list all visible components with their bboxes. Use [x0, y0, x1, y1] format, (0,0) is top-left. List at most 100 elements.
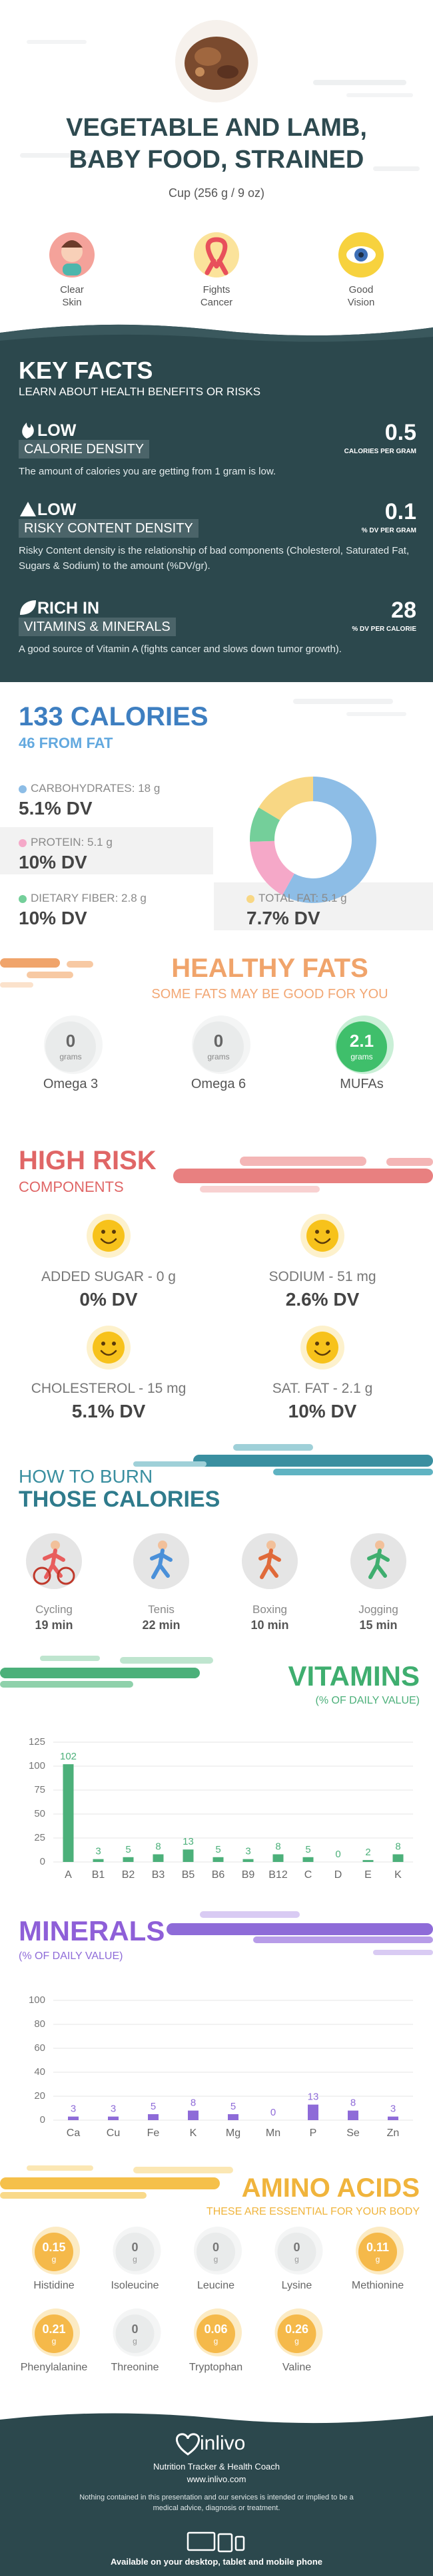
decor-bar — [293, 699, 393, 704]
chart-title: MINERALS — [19, 1915, 165, 1946]
food-image — [195, 67, 205, 77]
calories-title: 133 CALORIES — [19, 702, 209, 731]
amino-value: 0 — [131, 2241, 139, 2254]
bike-wheel — [33, 1566, 51, 1585]
donut-segment — [250, 840, 294, 896]
smiley-mouth — [314, 1350, 331, 1356]
x-tick-label: B9 — [242, 1869, 255, 1881]
benefit-label: Clear Skin — [60, 284, 84, 308]
bar — [362, 1860, 374, 1862]
section-title: HIGH RISK — [19, 1146, 157, 1175]
bar-value-label: 5 — [215, 1844, 220, 1855]
fact-label: RISKY CONTENT DENSITY — [19, 519, 199, 538]
y-tick-label: 80 — [34, 2018, 45, 2030]
x-tick-label: Mn — [266, 2127, 280, 2139]
decor-bar — [27, 972, 73, 978]
amino-circle — [358, 2233, 397, 2271]
activity-name: Tenis — [148, 1603, 175, 1616]
x-tick-label: E — [364, 1869, 372, 1881]
decor-bar — [40, 1656, 100, 1661]
bar — [272, 1854, 284, 1862]
activity-body — [43, 1549, 65, 1579]
decor-bar — [233, 1444, 313, 1451]
fact-level: LOW — [37, 421, 77, 440]
chart-title: VITAMINS — [288, 1660, 420, 1692]
benefit-icon — [205, 237, 228, 276]
amino-value: 0.15 — [42, 2241, 66, 2254]
fact-value: 0.1 — [384, 499, 416, 524]
smiley — [306, 1332, 338, 1364]
activity-body — [367, 1549, 390, 1579]
decor-bar — [0, 1681, 133, 1688]
fact-value: 28 — [391, 598, 416, 623]
y-tick-label: 40 — [34, 2066, 45, 2078]
decor-bar — [20, 153, 93, 158]
bar-value-label: 8 — [350, 2098, 356, 2109]
fat-unit: grams — [207, 1052, 230, 1061]
x-tick-label: Ca — [67, 2127, 81, 2139]
bar-value-label: 5 — [151, 2101, 156, 2112]
decor-bar — [273, 1469, 433, 1475]
activity-time: 22 min — [142, 1618, 181, 1632]
bar-value-label: 0 — [270, 2107, 276, 2118]
legend-label: TOTAL FAT: 5.1 g — [258, 892, 347, 904]
amino-circle — [35, 2233, 73, 2271]
y-tick-label: 0 — [40, 2114, 45, 2125]
bar-value-label: 8 — [191, 2098, 196, 2109]
device-icon — [234, 2535, 245, 2551]
smiley-eye — [112, 1230, 116, 1234]
amino-name: Phenylalanine — [20, 2362, 88, 2373]
donut-segment — [282, 777, 376, 903]
amino-unit: g — [294, 2336, 299, 2346]
y-tick-label: 50 — [34, 1808, 45, 1819]
bar-value-label: 0 — [335, 1849, 340, 1860]
fat-circle — [45, 1021, 96, 1072]
bar — [183, 1849, 194, 1862]
decor-bar — [0, 982, 33, 988]
calories-subtitle: 46 FROM FAT — [19, 735, 113, 751]
x-tick-label: B2 — [122, 1869, 135, 1881]
x-tick-label: Se — [346, 2127, 360, 2139]
smiley — [93, 1332, 125, 1364]
activity-name: Boxing — [252, 1603, 287, 1616]
bar — [68, 2116, 79, 2120]
legend-bg — [0, 827, 213, 874]
activity-body — [258, 1549, 281, 1579]
chart-subtitle: (% OF DAILY VALUE) — [315, 1695, 420, 1706]
activity-body — [150, 1549, 173, 1579]
smiley-mouth — [100, 1350, 117, 1356]
risk-label: SODIUM - 51 mg — [268, 1269, 376, 1284]
fact-value: 0.5 — [384, 420, 416, 445]
url: www.inlivo.com — [187, 2474, 246, 2484]
fact-icon — [22, 423, 34, 439]
fact-description: Risky Content density is the relationshi… — [19, 545, 410, 572]
amino-circle — [277, 2233, 316, 2271]
fact-icon — [20, 600, 36, 615]
bar — [188, 2110, 199, 2120]
food-image — [195, 47, 221, 66]
activity-name: Jogging — [358, 1603, 398, 1616]
donut-segment — [250, 807, 280, 842]
smiley — [306, 1220, 338, 1252]
decor-bar — [386, 1158, 433, 1166]
smiley-eye — [326, 1230, 330, 1234]
fact-level: RICH IN — [37, 599, 100, 618]
decor-bar — [0, 1668, 200, 1678]
decor-bar — [0, 2177, 220, 2189]
amino-name: Threonine — [111, 2362, 159, 2373]
amino-name: Tryptophan — [189, 2362, 243, 2373]
brand: inlivo — [200, 2432, 246, 2454]
amino-circle — [35, 2314, 73, 2353]
smiley-mouth — [100, 1238, 117, 1244]
fat-value: 2.1 — [349, 1031, 374, 1051]
donut-segment — [258, 777, 313, 821]
fact-label: VITAMINS & MINERALS — [19, 618, 176, 636]
y-tick-label: 0 — [40, 1856, 45, 1867]
fat-value: 0 — [65, 1031, 76, 1051]
decor-bar — [0, 2192, 147, 2199]
amino-unit: g — [375, 2255, 380, 2264]
fact-icon — [20, 502, 36, 516]
benefit-icon — [63, 264, 81, 276]
x-tick-label: B6 — [212, 1869, 225, 1881]
x-tick-label: Zn — [387, 2127, 400, 2139]
